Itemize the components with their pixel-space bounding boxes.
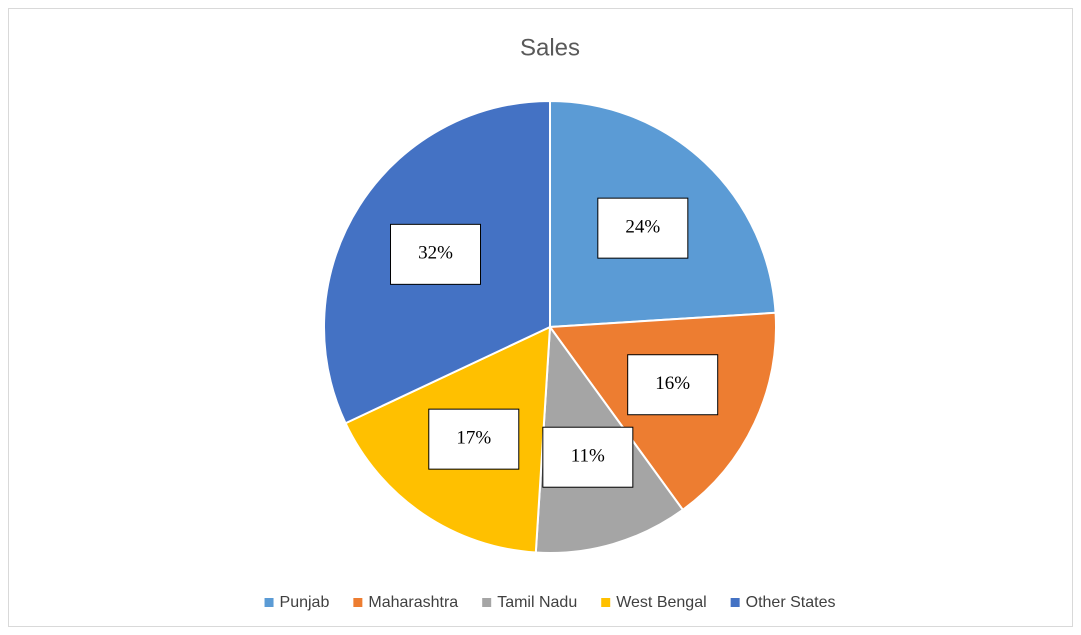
- legend-swatch: [264, 598, 274, 607]
- chart-title: Sales: [520, 34, 580, 61]
- legend-label: Maharashtra: [368, 594, 458, 611]
- data-label-box: [597, 197, 689, 259]
- data-label-box: [390, 223, 482, 285]
- data-label: 17%: [456, 428, 491, 449]
- data-label: 32%: [418, 243, 453, 264]
- data-label-box: [428, 408, 520, 470]
- legend-label: Punjab: [280, 594, 330, 611]
- legend-swatch: [730, 598, 740, 607]
- data-label: 16%: [655, 373, 690, 394]
- data-label-box: [627, 354, 719, 416]
- data-label-box: [542, 426, 634, 488]
- legend-swatch: [482, 598, 492, 607]
- legend-label: Other States: [746, 594, 836, 611]
- legend-label: West Bengal: [616, 594, 706, 611]
- data-label: 11%: [571, 446, 605, 467]
- data-label: 24%: [625, 217, 660, 238]
- legend-swatch: [353, 598, 363, 607]
- legend-label: Tamil Nadu: [497, 594, 577, 611]
- legend-swatch: [601, 598, 611, 607]
